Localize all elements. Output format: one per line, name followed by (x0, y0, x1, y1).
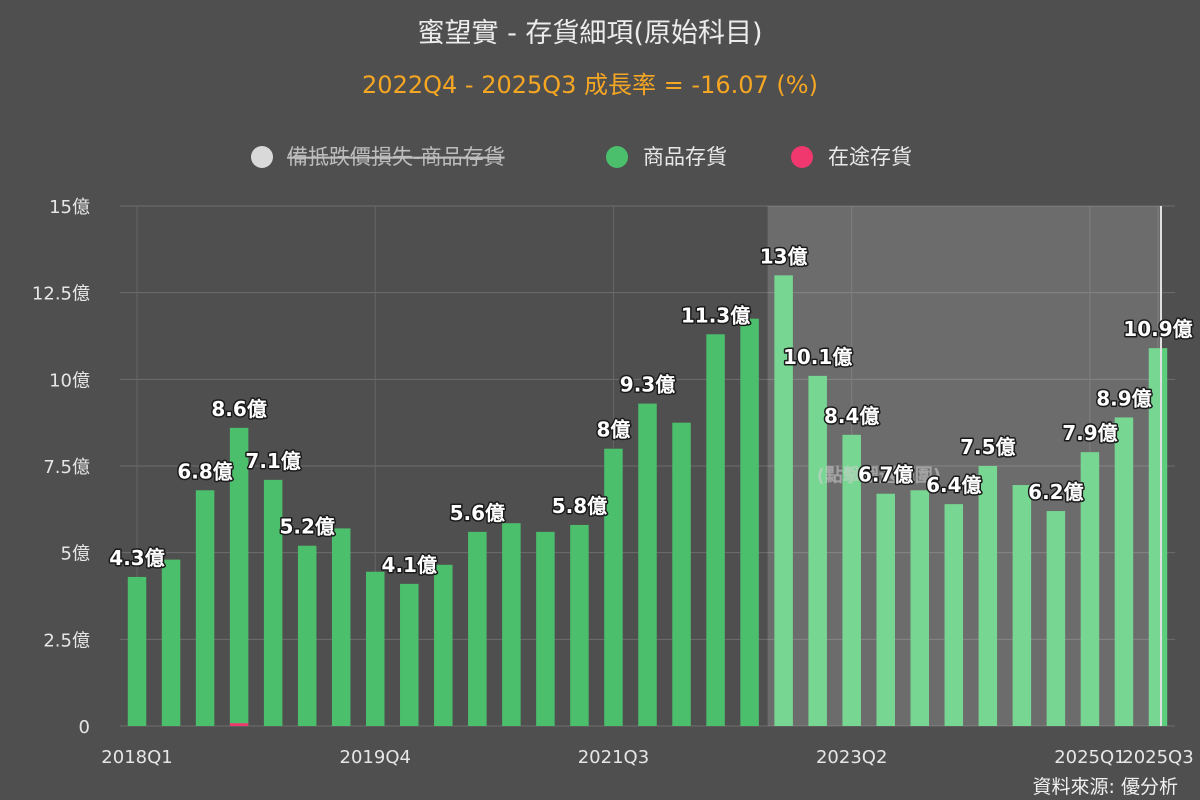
data-label: 6.7億 (858, 463, 913, 487)
bar-merchandise (842, 434, 861, 726)
bar-merchandise (1114, 417, 1134, 726)
legend-marker-allowance (251, 146, 273, 168)
bar-in-transit (229, 723, 249, 726)
data-label: 7.1億 (245, 449, 300, 473)
legend-label-merchandise: 商品存貨 (643, 145, 727, 169)
y-tick-label: 15億 (49, 197, 90, 218)
bar-merchandise (808, 375, 827, 726)
data-label: 10.9億 (1123, 317, 1192, 341)
bar-merchandise (297, 545, 317, 726)
selection-hint: (點擊圈選範圍) (817, 465, 941, 487)
bar-merchandise (774, 275, 793, 726)
bar-merchandise (944, 504, 964, 726)
data-label: 10.1億 (783, 345, 852, 369)
data-label: 6.8億 (177, 459, 232, 483)
y-tick-label: 5億 (61, 544, 90, 565)
legend-label-allowance: 備抵跌價損失-商品存貨 (287, 145, 505, 169)
data-label: 8.6億 (211, 397, 266, 421)
data-source: 資料來源: 優分析 (1033, 776, 1178, 798)
bar-merchandise (570, 524, 589, 726)
bar-merchandise (263, 479, 283, 726)
bar-merchandise (910, 490, 930, 726)
bar-merchandise (400, 583, 419, 726)
bar-merchandise (127, 576, 147, 726)
data-label: 5.6億 (450, 501, 505, 525)
x-tick-label: 2019Q4 (340, 747, 411, 768)
data-label: 5.8億 (552, 494, 607, 518)
bar-merchandise (195, 490, 215, 726)
data-label: 8億 (597, 418, 631, 442)
x-tick-label: 2021Q3 (578, 747, 649, 768)
bar-merchandise (502, 523, 521, 726)
data-label: 5.2億 (279, 515, 334, 539)
bar-merchandise (1080, 452, 1100, 726)
data-label: 6.4億 (926, 473, 981, 497)
legend: 備抵跌價損失-商品存貨 商品存貨 在途存貨 (251, 145, 912, 169)
legend-label-in-transit: 在途存貨 (828, 145, 912, 169)
data-label: 4.1億 (382, 553, 437, 577)
bar-merchandise (1148, 348, 1168, 726)
bar-merchandise (1012, 485, 1032, 726)
bar-merchandise (434, 564, 453, 726)
bar-merchandise (978, 466, 998, 726)
bar-merchandise (740, 318, 759, 726)
data-label: 7.5億 (960, 435, 1015, 459)
bar-merchandise (604, 448, 623, 726)
chart-title: 蜜望實 - 存貨細項(原始科目) (418, 18, 763, 49)
x-tick-label: 2025Q3 (1122, 747, 1193, 768)
chart-subtitle: 2022Q4 - 2025Q3 成長率 = -16.07 (%) (362, 71, 818, 99)
data-label: 8.9億 (1096, 386, 1151, 410)
data-label: 11.3億 (681, 303, 750, 327)
bar-merchandise (331, 528, 351, 726)
data-label: 6.2億 (1028, 480, 1083, 504)
x-tick-label: 2025Q1 (1054, 747, 1125, 768)
bar-merchandise (876, 493, 895, 726)
data-label: 13億 (760, 244, 808, 268)
bar-merchandise (536, 531, 555, 726)
data-label: 7.9億 (1062, 421, 1117, 445)
data-label: 9.3億 (620, 373, 675, 397)
selection-range (767, 206, 1160, 726)
legend-marker-merchandise (606, 146, 628, 168)
x-tick-label: 2018Q1 (101, 747, 172, 768)
bar-merchandise (706, 334, 725, 726)
data-label: 4.3億 (109, 546, 164, 570)
bar-merchandise (229, 427, 249, 726)
bar-merchandise (468, 531, 487, 726)
legend-item-in-transit[interactable]: 在途存貨 (791, 145, 912, 169)
bar-merchandise (638, 403, 657, 726)
y-tick-label: 2.5億 (43, 630, 90, 651)
legend-item-merchandise[interactable]: 商品存貨 (606, 145, 727, 169)
bar-merchandise (365, 571, 385, 726)
plot-area[interactable]: 0 2.5億 5億 7.5億 10億 12.5億 15億 2018Q1 2019Q4 2021Q3… (32, 197, 1194, 768)
bar-merchandise (161, 559, 181, 726)
y-tick-label: 12.5億 (32, 284, 90, 305)
y-tick-label: 7.5億 (43, 457, 90, 478)
legend-item-allowance[interactable]: 備抵跌價損失-商品存貨 (251, 145, 505, 169)
data-label: 8.4億 (824, 404, 879, 428)
bar-merchandise (672, 422, 691, 726)
bar-merchandise (1046, 511, 1066, 726)
legend-marker-in-transit (791, 146, 813, 168)
x-tick-label: 2023Q2 (816, 747, 887, 768)
y-tick-label: 0 (79, 717, 90, 738)
y-tick-label: 10億 (49, 370, 90, 391)
